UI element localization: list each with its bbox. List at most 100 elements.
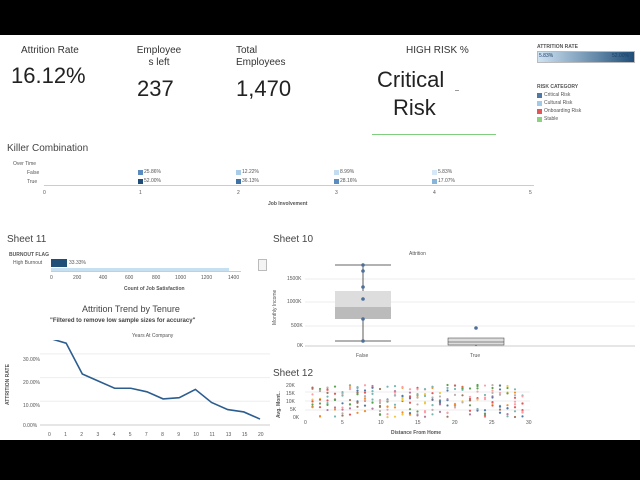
scatter-point: [371, 407, 374, 410]
scatter-point: [431, 385, 434, 388]
scatter-point: [326, 401, 329, 405]
burnout-flag-header: BURNOUT FLAG: [9, 252, 49, 258]
scatter-point: [438, 395, 442, 398]
scatter-point: [401, 398, 404, 402]
job-involvement-axis-label: Job Involvement: [268, 201, 308, 207]
sheet12-xtick: 10: [378, 420, 384, 426]
scatter-point: [408, 395, 412, 398]
scatter-point: [318, 398, 322, 401]
scatter-point: [311, 386, 314, 389]
scatter-point: [446, 389, 449, 392]
scatter-point: [326, 408, 329, 412]
risk-legend-item[interactable]: Onboarding Risk: [537, 107, 581, 115]
scatter-point: [393, 393, 397, 397]
scroll-handle[interactable]: [258, 259, 267, 271]
scatter-point: [311, 400, 314, 403]
sheet11-title: Sheet 11: [7, 234, 47, 245]
scatter-point: [416, 394, 419, 397]
cell-value: 17.07%: [438, 178, 455, 184]
scatter-point: [318, 415, 322, 418]
scatter-point: [311, 393, 314, 396]
scatter-point: [333, 408, 337, 411]
scatter-point: [446, 398, 449, 401]
cell-swatch: [334, 179, 339, 184]
sheet12-xtick: 15: [415, 420, 421, 426]
scatter-point: [446, 404, 449, 407]
scatter-point: [416, 410, 419, 413]
sheet12-title: Sheet 12: [273, 368, 314, 379]
trend-xtick: 5: [128, 432, 132, 438]
scatter-point: [476, 407, 479, 411]
scatter-point: [386, 413, 389, 416]
trend-xtick: 11: [209, 432, 215, 438]
scatter-point: [438, 403, 442, 406]
scatter-point: [491, 386, 494, 390]
scatter-point: [378, 401, 382, 405]
scatter-point: [431, 396, 434, 399]
trend-xtick: 8: [161, 432, 164, 438]
scatter-point: [453, 393, 457, 396]
sheet10-ytick: 1500K: [287, 276, 302, 282]
scatter-point: [371, 386, 374, 389]
sheet11-tick: 1400: [228, 275, 240, 281]
scatter-point: [311, 398, 314, 401]
risk-legend-item[interactable]: Stable: [537, 115, 581, 123]
scatter-point: [386, 405, 389, 408]
scatter-point: [491, 391, 494, 395]
scatter-point: [356, 400, 359, 403]
killer-tick: 0: [43, 190, 46, 196]
scatter-point: [453, 384, 457, 387]
scatter-point: [498, 408, 502, 411]
scatter-point: [341, 402, 344, 405]
point: [361, 339, 365, 343]
scatter-point: [341, 391, 344, 394]
scatter-point: [468, 404, 472, 407]
trend-ytick: 10.00%: [23, 403, 40, 409]
sheet11-tick: 800: [152, 275, 161, 281]
scatter-point: [386, 408, 389, 411]
trend-ytick: 0.00%: [23, 423, 38, 429]
scatter-point: [491, 384, 494, 387]
high-burnout-bar[interactable]: [51, 259, 67, 267]
scatter-point: [521, 411, 524, 414]
scatter-point: [438, 400, 442, 403]
scatter-point: [386, 385, 389, 388]
box-true[interactable]: [447, 337, 505, 346]
point: [361, 269, 365, 273]
sheet11-tick: 1000: [175, 275, 187, 281]
scatter-point: [333, 398, 337, 401]
risk-legend-label: Onboarding Risk: [544, 108, 582, 114]
trend-line[interactable]: [50, 340, 261, 420]
scatter-point: [483, 412, 487, 415]
sheet12-xtick: 5: [341, 420, 344, 426]
risk-legend-label: Cultural Risk: [544, 100, 573, 106]
scatter-point: [348, 407, 352, 410]
risk-legend-item[interactable]: Critical Risk: [537, 91, 581, 99]
scatter-point: [483, 384, 487, 387]
scatter-point: [363, 397, 367, 400]
scatter-point: [513, 406, 517, 409]
trend-ytick: 20.00%: [23, 380, 40, 386]
scatter-point: [431, 413, 434, 416]
risk-legend-title: RISK CATEGORY: [537, 84, 579, 90]
sheet12-ylabel: Avg. Mont..: [276, 391, 282, 418]
scatter-point: [521, 415, 524, 418]
scatter-point: [476, 398, 479, 401]
scatter-point: [363, 391, 367, 394]
scatter-point: [386, 399, 389, 402]
scatter-point: [393, 403, 397, 406]
sheet12-xtick: 20: [452, 420, 458, 426]
scatter-point: [333, 385, 337, 388]
scatter-point: [318, 389, 322, 392]
sheet12-xlabel: Distance From Home: [391, 430, 442, 436]
trend-xtick: 15: [241, 432, 248, 438]
employees-left-value: 237: [137, 76, 174, 101]
scatter-point: [431, 398, 434, 401]
box-lower[interactable]: [335, 307, 391, 319]
normal-bar[interactable]: [51, 268, 229, 271]
scatter-point: [371, 398, 374, 401]
high-risk-value-line1: Critical: [377, 67, 445, 92]
risk-legend-item[interactable]: Cultural Risk: [537, 99, 581, 107]
cultural-risk-swatch: [537, 100, 542, 106]
attrition-gradient-legend[interactable]: [537, 51, 635, 63]
